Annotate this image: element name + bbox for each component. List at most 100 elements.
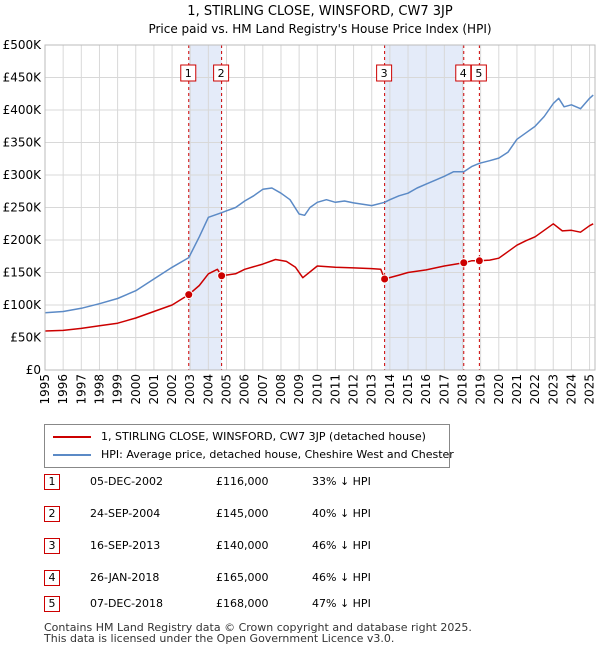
transaction-price: £165,000 (216, 571, 269, 584)
x-tick-label: 2015 (401, 374, 415, 405)
legend: 1, STIRLING CLOSE, WINSFORD, CW7 3JP (de… (44, 424, 454, 468)
x-tick-label: 2001 (147, 374, 161, 405)
x-tick-label: 1997 (74, 374, 88, 405)
transaction-number: 5 (44, 596, 60, 612)
x-tick-label: 2021 (510, 374, 524, 405)
transaction-price: £145,000 (216, 507, 269, 520)
sale-point (459, 258, 469, 268)
y-tick-label: £250K (3, 201, 43, 215)
y-tick-label: £450K (3, 71, 43, 85)
x-tick-label: 2024 (564, 374, 578, 405)
transaction-date: 05-DEC-2002 (90, 475, 164, 488)
y-tick-label: £100K (3, 298, 43, 312)
sale-marker-label: 3 (381, 67, 388, 80)
footer-licence: This data is licensed under the Open Gov… (44, 632, 395, 645)
footer: Contains HM Land Registry data © Crown c… (44, 622, 472, 644)
footer-copyright: Contains HM Land Registry data © Crown c… (44, 621, 472, 634)
x-tick-label: 2019 (474, 374, 488, 405)
chart-subtitle: Price paid vs. HM Land Registry's House … (148, 22, 491, 36)
x-tick-label: 2007 (256, 374, 270, 405)
sale-point (474, 256, 484, 266)
legend-label-hpi: HPI: Average price, detached house, Ches… (101, 448, 454, 461)
sale-point (184, 290, 194, 300)
sale-marker-box (376, 64, 393, 82)
x-tick-label: 2014 (383, 374, 397, 405)
property-price-line (44, 223, 594, 332)
hpi-line (44, 94, 594, 314)
y-tick-label: £50K (10, 331, 42, 345)
table-row: 3 16-SEP-2013 £140,000 46% ↓ HPI (44, 538, 464, 554)
x-tick-label: 2005 (220, 374, 234, 405)
sale-marker-label: 5 (475, 67, 482, 80)
x-tick-label: 2002 (165, 374, 179, 405)
x-tick-label: 2010 (310, 374, 324, 405)
x-tick-label: 2009 (292, 374, 306, 405)
sale-marker-label: 4 (460, 67, 467, 80)
y-tick-label: £350K (3, 136, 43, 150)
chart-title: 1, STIRLING CLOSE, WINSFORD, CW7 3JP (187, 4, 453, 19)
x-tick-label: 2025 (583, 374, 597, 405)
x-tick-label: 2003 (183, 374, 197, 405)
sale-marker-box (213, 64, 230, 82)
transaction-number: 4 (44, 570, 60, 586)
table-row: 1 05-DEC-2002 £116,000 33% ↓ HPI (44, 474, 464, 490)
table-row: 2 24-SEP-2004 £145,000 40% ↓ HPI (44, 506, 464, 522)
transaction-price: £116,000 (216, 475, 269, 488)
transaction-number: 2 (44, 506, 60, 522)
x-tick-label: 2013 (365, 374, 379, 405)
x-tick-label: 2023 (546, 374, 560, 405)
sale-marker: 2 (213, 64, 230, 82)
sale-marker-box (455, 64, 472, 82)
sale-marker-box (470, 64, 487, 82)
legend-swatch-property (53, 436, 91, 438)
y-tick-label: £500K (3, 38, 43, 52)
sale-marker-label: 2 (218, 67, 225, 80)
series-lines (44, 94, 594, 332)
table-row: 4 26-JAN-2018 £165,000 46% ↓ HPI (44, 570, 464, 586)
transaction-hpi-diff: 33% ↓ HPI (312, 475, 371, 488)
legend-label-property: 1, STIRLING CLOSE, WINSFORD, CW7 3JP (de… (101, 430, 426, 443)
legend-item-hpi: HPI: Average price, detached house, Ches… (53, 447, 454, 463)
x-tick-label: 2018 (455, 374, 469, 405)
sale-marker: 3 (376, 64, 393, 82)
y-tick-label: £200K (3, 233, 43, 247)
y-tick-label: £0 (26, 363, 41, 377)
x-tick-label: 2020 (492, 374, 506, 405)
x-tick-label: 2006 (238, 374, 252, 405)
x-tick-label: 2017 (437, 374, 451, 405)
y-tick-label: £300K (3, 168, 43, 182)
sale-point (217, 271, 227, 281)
sale-marker-label: 1 (185, 67, 192, 80)
sale-marker: 5 (470, 64, 487, 82)
x-tick-label: 1998 (92, 374, 106, 405)
grid-lines (44, 44, 595, 371)
sale-point (380, 274, 390, 284)
transaction-hpi-diff: 46% ↓ HPI (312, 571, 371, 584)
x-tick-label: 2022 (528, 374, 542, 405)
sale-points (184, 256, 484, 300)
axes: £0 £50K £100K £150K £200K £250K £300K £350K £400… (3, 38, 597, 405)
transaction-date: 26-JAN-2018 (90, 571, 160, 584)
transaction-number: 1 (44, 474, 60, 490)
table-row: 5 07-DEC-2018 £168,000 47% ↓ HPI (44, 596, 464, 612)
sale-marker: 1 (180, 64, 197, 82)
transaction-price: £140,000 (216, 539, 269, 552)
x-tick-label: 2012 (347, 374, 361, 405)
x-tick-label: 1999 (111, 374, 125, 405)
x-tick-label: 2011 (328, 374, 342, 405)
transaction-price: £168,000 (216, 597, 269, 610)
sale-marker: 4 (455, 64, 472, 82)
y-tick-label: £400K (3, 103, 43, 117)
x-tick-label: 2008 (274, 374, 288, 405)
transaction-date: 24-SEP-2004 (90, 507, 161, 520)
transaction-hpi-diff: 47% ↓ HPI (312, 597, 371, 610)
transaction-date: 07-DEC-2018 (90, 597, 164, 610)
x-tick-label: 2000 (129, 374, 143, 405)
transaction-date: 16-SEP-2013 (90, 539, 161, 552)
transaction-number: 3 (44, 538, 60, 554)
x-tick-label: 2004 (201, 374, 215, 405)
x-tick-label: 1995 (38, 374, 52, 405)
x-tick-label: 1996 (56, 374, 70, 405)
